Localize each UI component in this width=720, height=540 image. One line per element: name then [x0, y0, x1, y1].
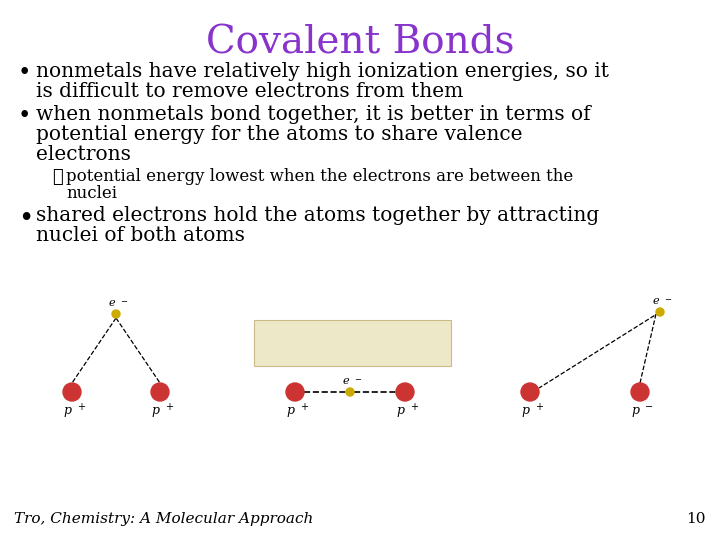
- Text: electrons: electrons: [36, 145, 131, 164]
- Text: p: p: [396, 404, 404, 417]
- Text: −: −: [664, 295, 671, 304]
- Text: when nonmetals bond together, it is better in terms of: when nonmetals bond together, it is bett…: [36, 105, 590, 124]
- Text: +: +: [410, 402, 418, 412]
- Text: −: −: [120, 297, 127, 306]
- Circle shape: [286, 383, 304, 401]
- Text: +: +: [77, 402, 85, 412]
- Text: p: p: [521, 404, 529, 417]
- Circle shape: [656, 308, 664, 316]
- Circle shape: [63, 383, 81, 401]
- Text: Tro, Chemistry: A Molecular Approach: Tro, Chemistry: A Molecular Approach: [14, 512, 313, 526]
- Text: p: p: [151, 404, 159, 417]
- Text: e: e: [109, 298, 115, 308]
- Text: •: •: [18, 206, 33, 231]
- Text: −: −: [354, 375, 361, 384]
- Text: p: p: [286, 404, 294, 417]
- Text: shared electrons hold the atoms together by attracting: shared electrons hold the atoms together…: [36, 206, 599, 225]
- Text: p: p: [63, 404, 71, 417]
- Text: +: +: [165, 402, 173, 412]
- Text: potential energy for the atoms to share valence: potential energy for the atoms to share …: [36, 125, 523, 144]
- Text: 10: 10: [686, 512, 706, 526]
- FancyBboxPatch shape: [254, 320, 451, 366]
- Text: is difficult to remove electrons from them: is difficult to remove electrons from th…: [36, 82, 464, 101]
- Text: Covalent Bonds: Covalent Bonds: [206, 24, 514, 61]
- Circle shape: [346, 388, 354, 396]
- Text: −: −: [645, 402, 653, 412]
- Circle shape: [396, 383, 414, 401]
- Circle shape: [631, 383, 649, 401]
- Text: ✓: ✓: [52, 168, 63, 186]
- Text: e: e: [343, 376, 349, 386]
- Text: •: •: [18, 105, 32, 127]
- Text: nuclei of both atoms: nuclei of both atoms: [36, 226, 245, 245]
- Circle shape: [521, 383, 539, 401]
- Text: e: e: [652, 296, 659, 306]
- Circle shape: [112, 310, 120, 318]
- Text: p: p: [631, 404, 639, 417]
- Text: +: +: [535, 402, 543, 412]
- Text: •: •: [18, 62, 32, 84]
- Text: nuclei: nuclei: [66, 185, 117, 202]
- Text: +: +: [300, 402, 308, 412]
- Text: Lowest potential energy: Lowest potential energy: [271, 326, 433, 339]
- Text: potential energy lowest when the electrons are between the: potential energy lowest when the electro…: [66, 168, 573, 185]
- Text: (most stable): (most stable): [309, 346, 396, 359]
- Text: nonmetals have relatively high ionization energies, so it: nonmetals have relatively high ionizatio…: [36, 62, 609, 81]
- Circle shape: [151, 383, 169, 401]
